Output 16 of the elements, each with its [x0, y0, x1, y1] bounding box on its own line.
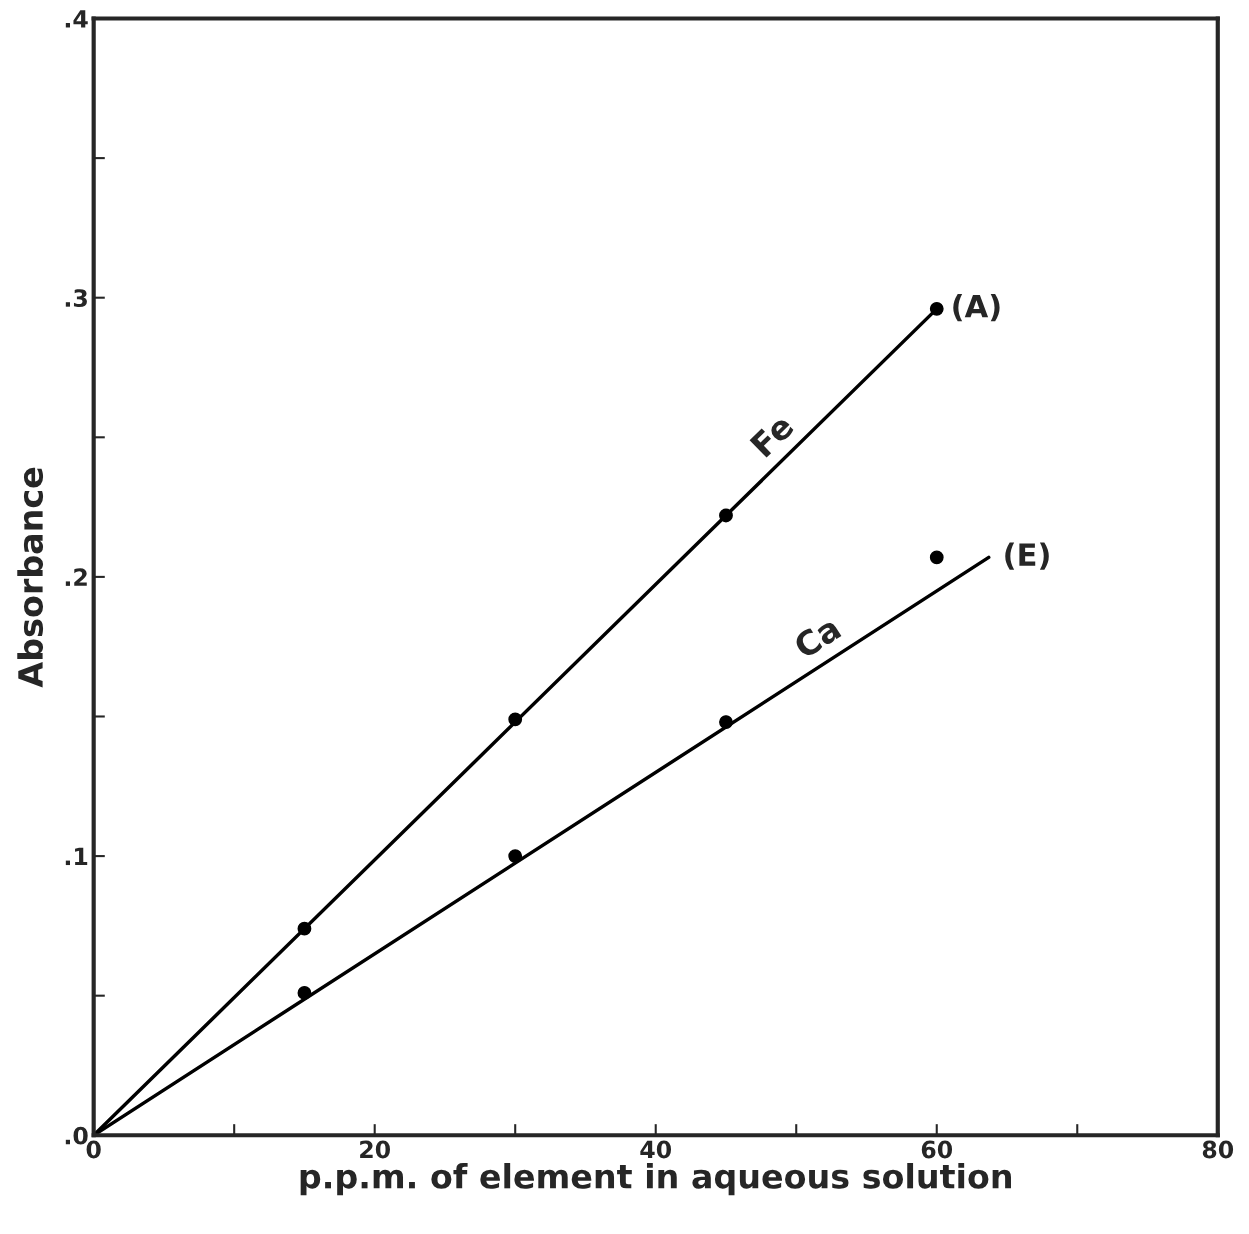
text: Fe: [749, 412, 796, 458]
annotation: (A): [953, 294, 1000, 322]
y-tick-label: .4: [65, 10, 88, 28]
text: Ca: [792, 615, 842, 660]
y-tick-label: .1: [65, 847, 88, 866]
x-tick-label: 40: [640, 1140, 672, 1159]
x-tick-label: 80: [1202, 1140, 1234, 1159]
y-axis-title: Absorbance: [17, 467, 44, 688]
x-tick-label: 20: [360, 1140, 390, 1159]
y-tick-label: .0: [65, 1126, 88, 1145]
x-axis-title: p.p.m. of element in aqueous solution: [300, 1162, 1011, 1196]
annotation: (E): [1005, 542, 1049, 570]
x-tick-label: 0: [86, 1140, 101, 1159]
y-tick-label: .3: [65, 289, 87, 308]
y-tick-label: .2: [65, 568, 87, 586]
x-tick-label: 60: [921, 1140, 953, 1159]
